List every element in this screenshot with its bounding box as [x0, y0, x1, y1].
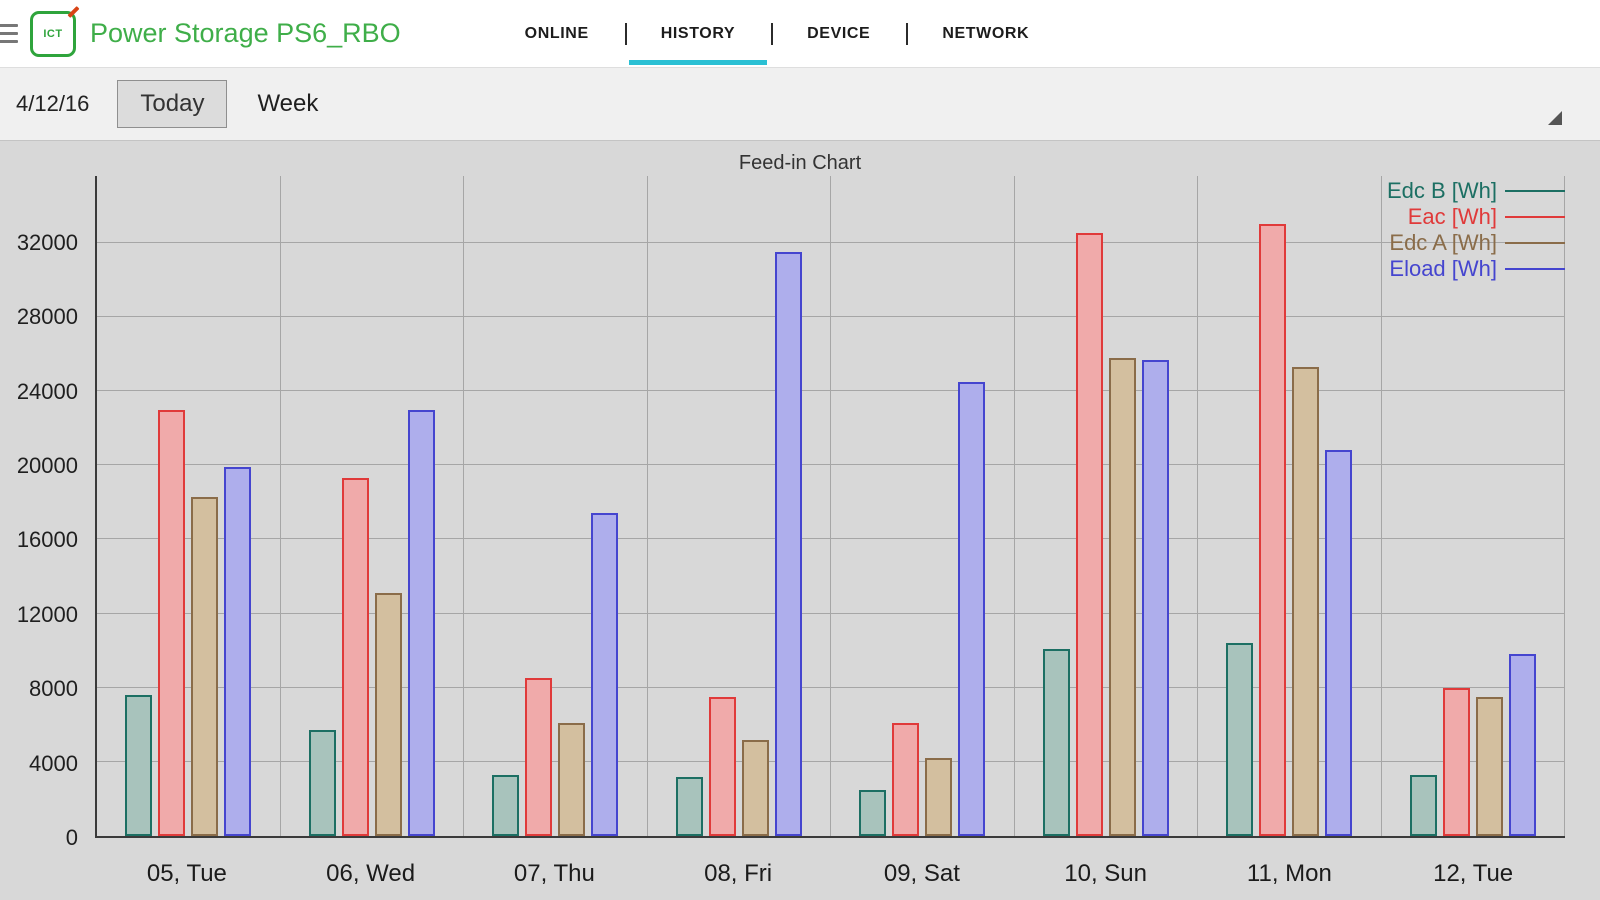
x-tick-label: 08, Fri — [704, 860, 773, 887]
y-tick-label: 4000 — [29, 750, 78, 776]
plot-area — [95, 176, 1565, 838]
legend-item: Eload [Wh] — [1387, 256, 1565, 282]
bar — [407, 409, 435, 836]
logo-text: ICT — [43, 27, 63, 40]
tab-network[interactable]: NETWORK — [906, 0, 1065, 68]
bar-group — [831, 176, 1015, 836]
bar — [1508, 654, 1536, 836]
dropdown-arrow-icon[interactable] — [1548, 111, 1562, 125]
app-logo: ICT — [30, 5, 80, 57]
bar — [224, 467, 252, 836]
today-button[interactable]: Today — [117, 80, 228, 128]
bar — [341, 478, 369, 836]
legend-label: Eload [Wh] — [1389, 256, 1497, 281]
h-gridline — [97, 760, 1565, 762]
x-tick-label: 06, Wed — [326, 860, 416, 887]
bar-group — [464, 176, 648, 836]
y-axis-labels: 0 4000 8000 12000 16000 20000 24000 28000 32000 — [0, 176, 78, 850]
legend-item: Eac [Wh] — [1387, 204, 1565, 230]
logo-red-mark-icon — [67, 5, 80, 18]
bar — [1042, 648, 1070, 836]
bar — [191, 496, 219, 836]
tab-online[interactable]: ONLINE — [524, 24, 589, 42]
bar-group — [648, 176, 831, 836]
chart-section: Feed-in Chart 0 4000 8000 12000 16000 20000 24… — [0, 142, 1600, 900]
bar-group — [1198, 176, 1382, 836]
bar-group — [1382, 176, 1565, 836]
y-tick-label: 24000 — [16, 378, 78, 404]
bar — [1409, 774, 1437, 836]
bar — [892, 722, 920, 836]
bar — [1226, 643, 1254, 836]
h-gridline — [97, 390, 1565, 392]
bar — [525, 678, 553, 836]
bar — [492, 774, 520, 836]
hamburger-menu-icon[interactable] — [0, 24, 18, 43]
date-toolbar: 4/12/16 Today Week — [0, 68, 1600, 141]
x-tick-label: 11, Mon — [1246, 860, 1332, 887]
bar — [958, 381, 986, 836]
legend-line-marker-icon — [1505, 268, 1565, 270]
bar-group — [281, 176, 464, 836]
y-tick-label: 0 — [65, 825, 78, 850]
legend-line-marker-icon — [1505, 242, 1565, 244]
y-tick-label: 12000 — [16, 601, 78, 627]
bar-group — [97, 176, 281, 836]
bar — [308, 730, 336, 836]
h-gridline — [97, 538, 1565, 540]
chart-title: Feed-in Chart — [738, 152, 862, 174]
bar — [374, 593, 402, 836]
h-gridline — [97, 315, 1565, 317]
legend-label: Eac [Wh] — [1407, 204, 1497, 229]
app-title: Power Storage PS6_RBO — [90, 18, 401, 48]
bar — [591, 513, 619, 836]
legend-item: Edc A [Wh] — [1387, 230, 1565, 256]
bar — [558, 722, 586, 836]
x-axis-labels: 05, Tue 06, Wed 07, Thu 08, Fri 09, Sat 10, S… — [95, 860, 1565, 888]
bar — [1259, 224, 1287, 836]
y-tick-label: 16000 — [16, 527, 78, 553]
h-gridline — [97, 464, 1565, 466]
legend-label: Edc B [Wh] — [1386, 178, 1497, 203]
range-spinner[interactable]: Week — [257, 90, 319, 117]
bar — [125, 695, 153, 836]
bar — [1108, 357, 1136, 836]
x-tick-label: 12, Tue — [1433, 860, 1514, 887]
bar — [774, 252, 802, 836]
bar — [158, 409, 186, 836]
bar — [675, 776, 703, 836]
y-tick-label: 20000 — [16, 453, 78, 479]
bar — [1141, 359, 1169, 836]
x-tick-label: 05, Tue — [146, 860, 227, 887]
app-header: ICT Power Storage PS6_RBO ONLINE HISTORY… — [0, 0, 1600, 68]
bar — [708, 696, 736, 836]
x-tick-label: 10, Sun — [1064, 860, 1147, 887]
legend-item: Edc B [Wh] — [1387, 178, 1565, 204]
tab-history[interactable]: HISTORY — [624, 0, 771, 68]
legend-line-marker-icon — [1505, 190, 1565, 192]
tab-bar: ONLINE HISTORY DEVICE NETWORK — [489, 0, 1066, 68]
bar — [1475, 696, 1503, 836]
h-gridline — [97, 241, 1565, 243]
y-tick-label: 28000 — [16, 304, 78, 330]
x-tick-label: 09, Sat — [883, 860, 960, 887]
x-tick-label: 07, Thu — [513, 860, 595, 887]
bar — [1442, 687, 1470, 836]
legend-label: Edc A [Wh] — [1389, 230, 1497, 255]
bar — [1292, 366, 1320, 836]
bar-group — [1015, 176, 1198, 836]
selected-date: 4/12/16 — [16, 91, 90, 116]
y-tick-label: 32000 — [16, 229, 78, 255]
y-tick-label: 8000 — [29, 676, 78, 702]
bar — [1075, 233, 1103, 836]
legend-line-marker-icon — [1505, 216, 1565, 218]
bar — [1325, 450, 1353, 836]
chart-legend: Edc B [Wh] Eac [Wh] Edc A [Wh] Eload [Wh] — [1387, 178, 1565, 282]
bar — [741, 739, 769, 836]
bar — [859, 789, 887, 836]
bar — [925, 758, 953, 836]
tab-device[interactable]: DEVICE — [771, 0, 906, 68]
h-gridline — [97, 612, 1565, 614]
h-gridline — [97, 686, 1565, 688]
